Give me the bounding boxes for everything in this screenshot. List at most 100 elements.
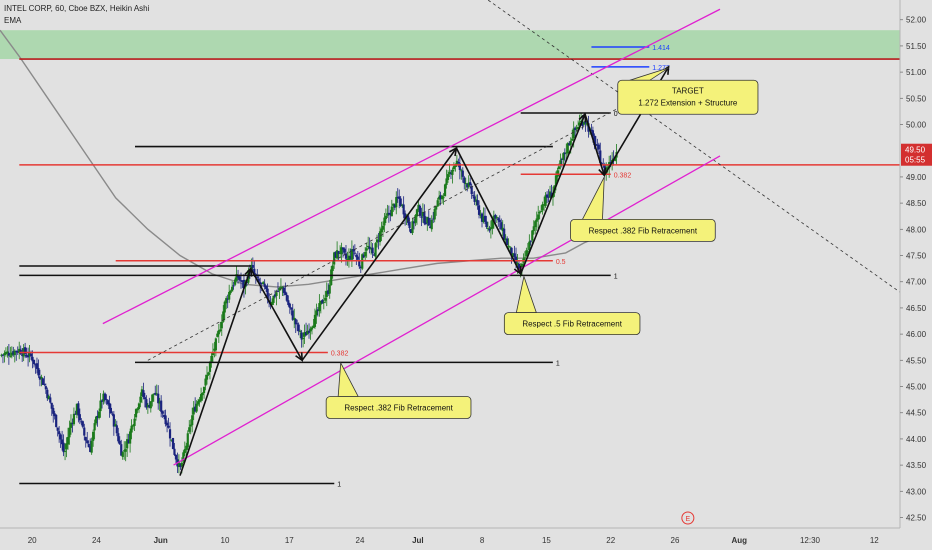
candle-down (50, 402, 53, 409)
candle-down (307, 330, 311, 333)
candle-up (370, 248, 373, 250)
candle-down (398, 196, 401, 199)
candle-up (278, 287, 281, 291)
candle-down (241, 280, 244, 282)
time-tick-label: 22 (606, 536, 615, 545)
candle-down (420, 216, 423, 218)
candle-up (189, 424, 192, 427)
candle-down (563, 152, 566, 155)
price-tick-label: 51.00 (906, 68, 927, 77)
candle-up (516, 262, 519, 265)
candle-up (492, 215, 495, 222)
candle-down (287, 300, 290, 305)
candle-up (309, 328, 312, 332)
candle-up (139, 396, 142, 403)
candle-down (409, 228, 413, 234)
candle-up (467, 182, 470, 187)
current-price-badge (901, 143, 932, 166)
candle-up (210, 355, 213, 362)
candle-down (236, 275, 240, 278)
candle-down (37, 367, 40, 376)
candle-down (377, 240, 380, 242)
candle-down (327, 290, 330, 294)
candle-up (312, 325, 315, 328)
candle-down (593, 135, 596, 146)
candle-up (69, 422, 73, 428)
candle-up (13, 350, 16, 356)
candle-up (310, 327, 314, 330)
candle-up (460, 170, 463, 172)
candle-down (148, 404, 151, 408)
candle-up (214, 338, 217, 351)
candle-down (89, 446, 92, 452)
candle-up (306, 330, 309, 335)
fib-level-label: 0.5 (556, 259, 566, 266)
candle-up (315, 310, 318, 316)
price-tick-label: 46.50 (906, 304, 927, 313)
candle-down (245, 282, 249, 284)
time-tick-label: 15 (542, 536, 551, 545)
candle-up (557, 166, 560, 169)
candle-up (262, 282, 265, 285)
candle-down (179, 464, 182, 467)
candle-down (389, 213, 392, 216)
candle-down (517, 263, 521, 270)
candle-down (242, 279, 246, 289)
candle-up (417, 204, 420, 211)
candle-up (228, 291, 231, 300)
candle-down (485, 221, 488, 228)
candle-up (216, 333, 219, 337)
candle-down (396, 196, 399, 198)
candle-up (350, 249, 353, 260)
candle-up (222, 311, 225, 322)
candle-down (194, 406, 197, 412)
candle-up (6, 351, 9, 354)
candle-up (123, 450, 126, 452)
candle-up (95, 416, 98, 424)
candle-up (347, 255, 351, 261)
callout-text-line: Respect .5 Fib Retracement (522, 320, 622, 329)
candle-up (333, 252, 336, 265)
candle-down (473, 196, 476, 202)
candle-up (126, 439, 129, 449)
zigzag-segment (250, 268, 303, 361)
candle-up (183, 449, 186, 453)
candle-up (491, 219, 494, 229)
candle-up (217, 330, 220, 335)
candle-down (265, 286, 268, 290)
candle-down (160, 400, 163, 412)
candle-up (566, 143, 569, 154)
candle-down (157, 393, 160, 404)
candle-down (472, 195, 475, 197)
candle-down (494, 214, 497, 219)
zigzag-segment (455, 147, 522, 275)
price-axis-background (900, 0, 932, 550)
resistance-zone-layer (0, 30, 900, 60)
candle-up (364, 251, 367, 257)
candle-down (105, 399, 108, 401)
candle-up (452, 166, 456, 170)
candle-up (207, 372, 210, 375)
candle-down (372, 254, 376, 256)
candle-up (270, 301, 274, 305)
candle-up (146, 404, 149, 407)
drawing-lines-layer: 1.414 1.272 0 0.382 0.5 1 0.382 1 1 (19, 0, 901, 488)
candle-up (426, 216, 429, 223)
candle-down (15, 351, 18, 353)
candle-down (547, 196, 550, 198)
channel-line-upper (102, 8, 721, 325)
candle-up (275, 292, 278, 296)
candle-down (173, 448, 176, 455)
candle-down (259, 282, 262, 285)
candle-up (155, 393, 158, 395)
candle-down (418, 205, 422, 216)
candle-up (479, 214, 482, 216)
candle-down (291, 310, 294, 320)
candle-down (358, 260, 361, 267)
callout-text-line: Respect .382 Fib Retracement (344, 403, 453, 412)
candle-up (445, 178, 448, 185)
candle-up (421, 211, 424, 217)
dashed-trend-line (487, 0, 901, 293)
candle-up (375, 239, 379, 243)
